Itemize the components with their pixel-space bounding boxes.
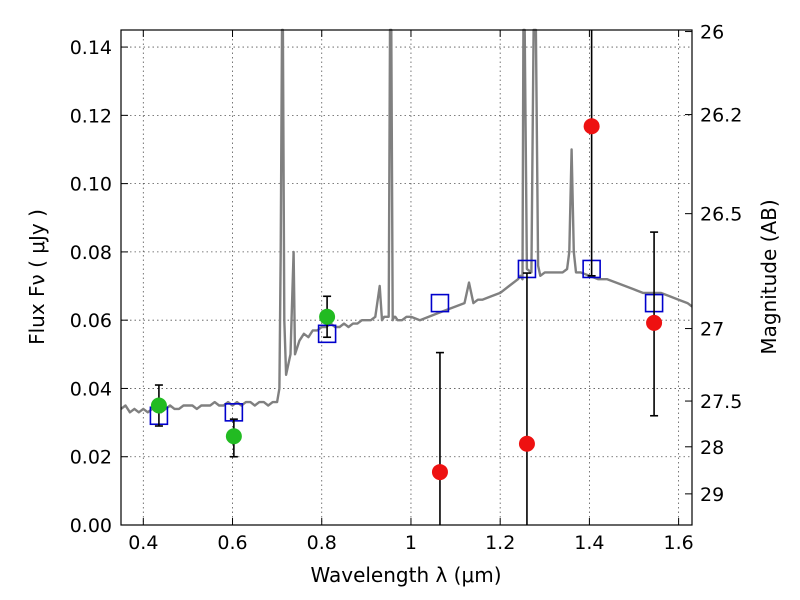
x-tick-label: 0.6 (217, 532, 247, 554)
nondetection-point (583, 118, 600, 135)
y-tick-label: 0.00 (70, 515, 112, 537)
right-tick-label: 27 (700, 319, 724, 341)
nondetection-point (646, 314, 663, 331)
grid-layer (121, 30, 692, 526)
right-tick-label: 26 (700, 22, 724, 44)
detection-point (150, 397, 167, 414)
spectrum-layer (120, 28, 693, 414)
y-tick-label: 0.04 (70, 378, 112, 400)
model-points (149, 259, 664, 426)
x-tick-label: 0.8 (307, 532, 337, 554)
y-tick-label: 0.10 (70, 174, 112, 196)
y-tick-label: 0.14 (70, 37, 112, 59)
x-axis-label: Wavelength λ (μm) (310, 563, 501, 587)
right-tick-label: 26.2 (700, 105, 742, 127)
right-tick-label: 27.5 (700, 391, 742, 413)
y-tick-label: 0.12 (70, 105, 112, 127)
photometry-points (150, 118, 663, 481)
x-tick-label: 1.6 (664, 532, 694, 554)
right-tick-label: 29 (700, 484, 724, 506)
x-tick-label: 1.2 (485, 532, 515, 554)
x-tick-label: 1 (405, 532, 417, 554)
y-tick-label: 0.02 (70, 447, 112, 469)
x-tick-label: 1.4 (574, 532, 604, 554)
right-axis-ticks: 26 26.2 26.5 27 27.5 28 29 (685, 22, 742, 506)
model-point (430, 293, 450, 313)
detection-point (225, 428, 242, 445)
x-tick-label: 0.4 (128, 532, 158, 554)
y-tick-label: 0.08 (70, 242, 112, 264)
y-axis-label: Flux Fν ( μJy ) (25, 209, 49, 345)
right-tick-label: 28 (700, 437, 724, 459)
x-axis-ticks: 0.4 0.6 0.8 1 1.2 1.4 1.6 (128, 30, 694, 554)
y-tick-label: 0.06 (70, 310, 112, 332)
right-axis-label: Magnitude (AB) (757, 199, 781, 354)
nondetection-point (431, 464, 448, 481)
nondetection-point (518, 435, 535, 452)
detection-point (319, 308, 336, 325)
spectrum-line (120, 28, 693, 414)
plot-frame (120, 29, 693, 526)
y-axis-ticks: 0.00 0.02 0.04 0.06 0.08 0.10 0.12 0.14 (70, 37, 128, 537)
model-point (224, 403, 244, 422)
right-tick-label: 26.5 (700, 204, 742, 226)
